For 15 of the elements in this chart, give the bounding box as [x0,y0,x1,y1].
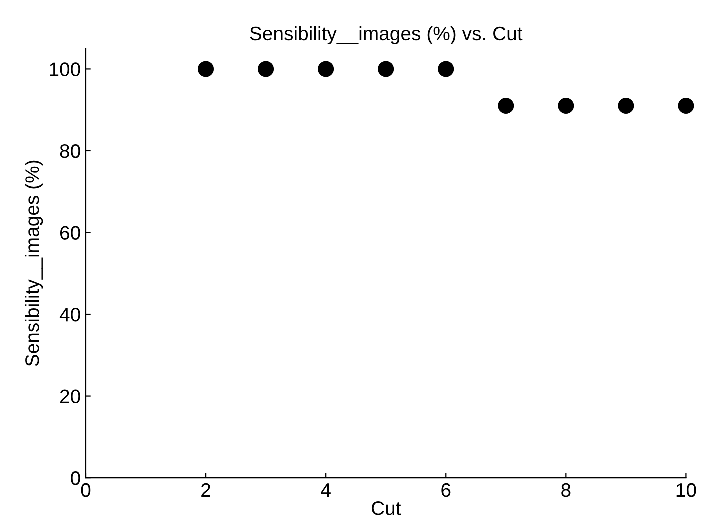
x-tick-label: 10 [676,483,696,498]
y-tick-label: 60 [60,226,80,240]
x-tick-label: 2 [202,483,210,498]
y-tick-label: 100 [50,62,80,76]
x-tick-label: 0 [81,483,91,498]
x-tick-label: 6 [442,483,451,498]
y-tick-label: 0 [71,472,80,486]
chart-title: Sensibility__images (%) vs. Cut [250,26,523,44]
x-tick-label: 8 [562,483,571,498]
x-axis-title: Cut [372,502,402,516]
y-tick-label: 20 [60,390,80,404]
y-axis-title: Sensibility__images (%) [25,160,44,366]
y-tick-label: 80 [60,144,80,158]
y-tick-label: 40 [60,308,80,322]
x-tick-label: 4 [321,484,331,498]
